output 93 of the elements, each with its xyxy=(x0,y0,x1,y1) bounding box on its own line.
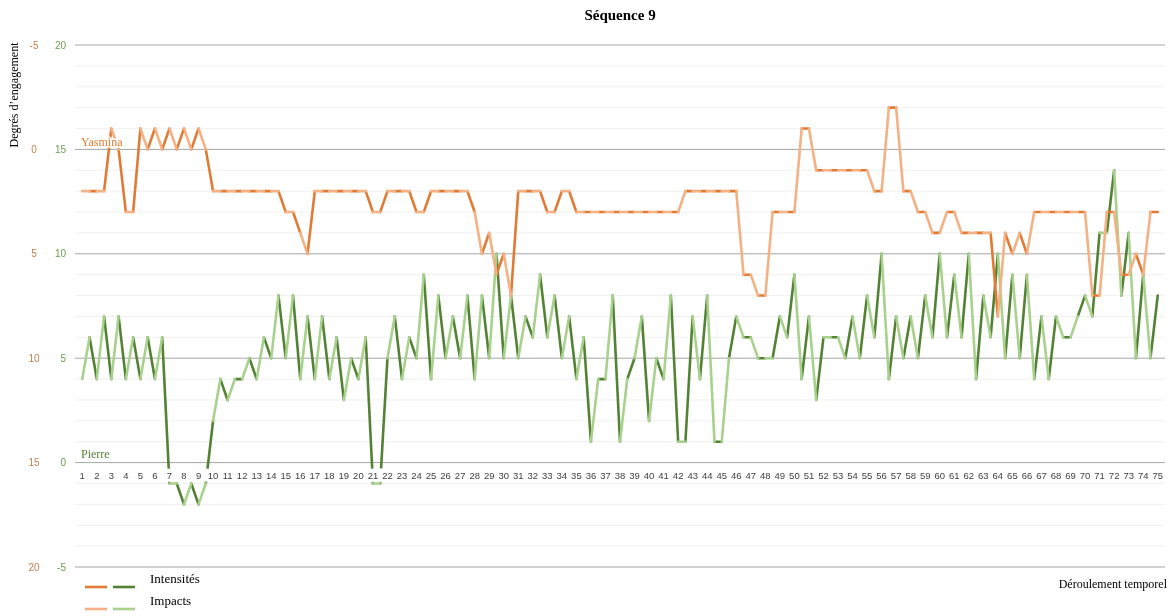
y-axis-title: Degrés d’engagement xyxy=(7,41,21,148)
x-tick-label: 42 xyxy=(672,469,684,481)
y-tick-label: 15 xyxy=(28,457,40,469)
x-tick-label: 32 xyxy=(527,469,539,481)
x-tick-label: 69 xyxy=(1065,469,1076,481)
x-tick-label: 64 xyxy=(992,469,1004,481)
x-tick-label: 66 xyxy=(1021,469,1033,481)
x-tick-label: 3 xyxy=(108,469,114,481)
x-tick-label: 27 xyxy=(454,469,466,481)
x-tick-label: 73 xyxy=(1123,469,1134,481)
x-tick-label: 7 xyxy=(166,469,173,481)
x-tick-label: 33 xyxy=(542,469,553,481)
x-tick-label: 71 xyxy=(1094,469,1105,481)
x-tick-label: 6 xyxy=(152,469,158,481)
y2-tick-label: 5 xyxy=(60,352,67,364)
x-tick-label: 8 xyxy=(181,469,187,481)
x-tick-label: 44 xyxy=(701,469,713,481)
x-tick-label: 56 xyxy=(876,469,887,481)
y-tick-label: 0 xyxy=(31,143,38,155)
x-tick-label: 1 xyxy=(79,469,85,481)
x-tick-label: 26 xyxy=(440,469,451,481)
x-tick-label: 41 xyxy=(658,469,669,481)
legend-label: Intensités xyxy=(150,571,200,586)
x-tick-label: 10 xyxy=(207,469,219,481)
y2-tick-label: 20 xyxy=(54,39,67,51)
chart-title: Séquence 9 xyxy=(584,7,656,23)
x-tick-label: 17 xyxy=(309,469,321,481)
y2-tick-label: 10 xyxy=(54,248,67,260)
y-tick-label: 10 xyxy=(28,352,40,364)
x-axis-title: Déroulement temporel xyxy=(1058,577,1168,591)
x-tick-label: 72 xyxy=(1108,469,1120,481)
y-tick-label: 5 xyxy=(31,248,38,260)
x-tick-label: 9 xyxy=(195,469,202,481)
x-tick-label: 35 xyxy=(571,469,582,481)
x-tick-label: 54 xyxy=(847,469,858,481)
y-tick-label: 20 xyxy=(28,561,40,573)
x-tick-label: 12 xyxy=(236,469,248,481)
x-tick-label: 53 xyxy=(832,469,844,481)
x-tick-label: 61 xyxy=(948,469,960,481)
x-tick-label: 67 xyxy=(1036,469,1047,481)
x-tick-label: 36 xyxy=(585,469,597,481)
x-tick-label: 74 xyxy=(1137,469,1149,481)
x-tick-label: 52 xyxy=(818,469,829,481)
x-tick-label: 5 xyxy=(137,469,144,481)
x-tick-label: 70 xyxy=(1079,469,1091,481)
y2-tick-label: -5 xyxy=(57,561,67,573)
x-tick-label: 55 xyxy=(861,469,873,481)
legend-label: Impacts xyxy=(150,593,192,608)
x-tick-label: 15 xyxy=(280,469,292,481)
x-tick-label: 25 xyxy=(425,469,437,481)
x-tick-label: 4 xyxy=(123,469,129,481)
x-tick-label: 50 xyxy=(789,469,800,481)
x-tick-label: 22 xyxy=(382,469,393,481)
x-tick-label: 48 xyxy=(760,469,771,481)
x-tick-label: 58 xyxy=(905,469,916,481)
x-tick-label: 2 xyxy=(94,469,100,481)
y-tick-label: -5 xyxy=(29,39,39,51)
x-tick-label: 46 xyxy=(730,469,742,481)
x-tick-label: 16 xyxy=(294,469,306,481)
x-tick-label: 43 xyxy=(687,469,698,481)
x-tick-label: 63 xyxy=(978,469,989,481)
x-tick-label: 37 xyxy=(600,469,611,481)
x-tick-label: 18 xyxy=(324,469,335,481)
x-tick-label: 14 xyxy=(265,469,277,481)
x-tick-label: 31 xyxy=(512,469,524,481)
x-tick-label: 11 xyxy=(222,469,233,481)
x-tick-label: 30 xyxy=(498,469,510,481)
x-tick-label: 29 xyxy=(483,469,495,481)
x-tick-label: 40 xyxy=(643,469,655,481)
x-tick-label: 62 xyxy=(963,469,975,481)
y2-tick-label: 0 xyxy=(60,457,67,469)
x-tick-label: 24 xyxy=(411,469,422,481)
x-tick-label: 51 xyxy=(803,469,815,481)
x-tick-label: 45 xyxy=(716,469,728,481)
x-tick-label: 57 xyxy=(890,469,902,481)
x-tick-label: 34 xyxy=(556,469,568,481)
x-tick-label: 59 xyxy=(919,469,931,481)
x-tick-label: 13 xyxy=(251,469,262,481)
x-tick-label: 68 xyxy=(1050,469,1062,481)
x-tick-label: 39 xyxy=(629,469,640,481)
x-tick-label: 60 xyxy=(934,469,946,481)
x-tick-label: 28 xyxy=(469,469,480,481)
x-tick-label: 23 xyxy=(396,469,408,481)
x-tick-label: 65 xyxy=(1007,469,1018,481)
annotation: Pierre xyxy=(81,447,110,461)
x-tick-label: 21 xyxy=(367,469,379,481)
x-tick-label: 49 xyxy=(774,469,786,481)
x-tick-label: 20 xyxy=(353,469,364,481)
y2-tick-label: 15 xyxy=(54,143,67,155)
x-tick-label: 19 xyxy=(338,469,350,481)
x-tick-label: 47 xyxy=(745,469,757,481)
x-tick-label: 75 xyxy=(1152,469,1164,481)
x-tick-label: 38 xyxy=(614,469,626,481)
